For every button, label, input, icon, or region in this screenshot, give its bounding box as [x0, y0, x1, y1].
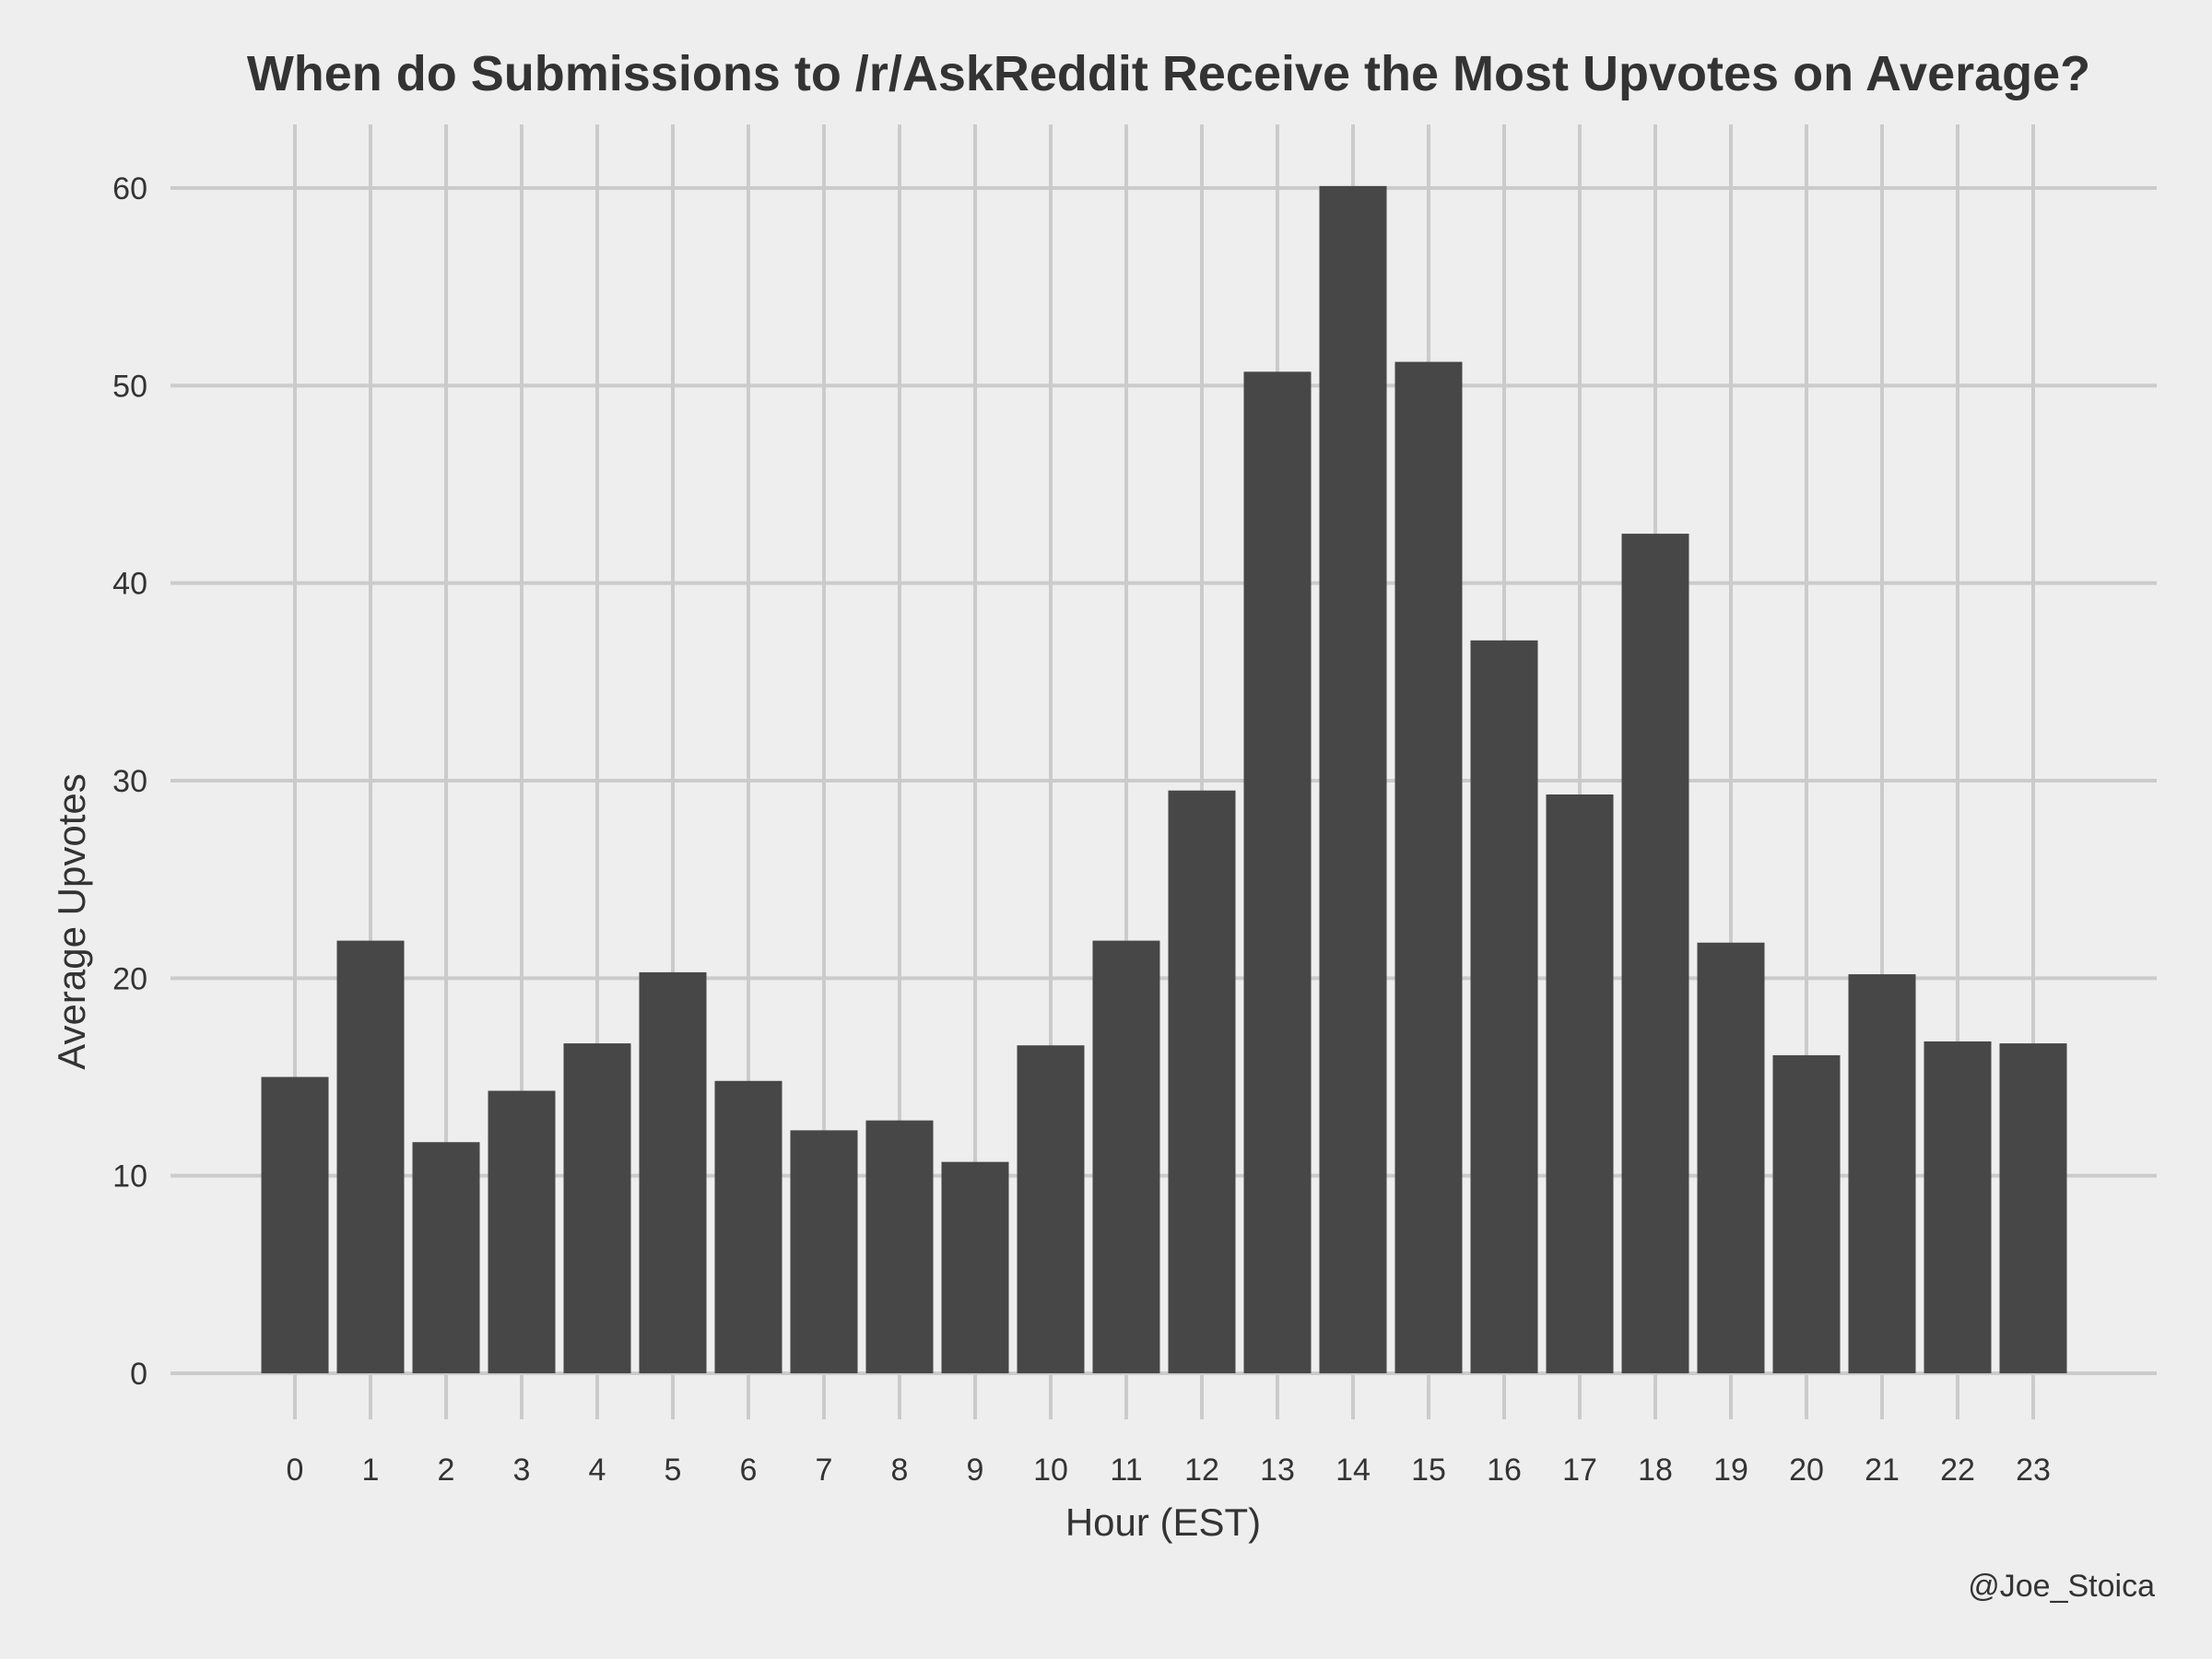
x-axis-label: Hour (EST) — [1065, 1500, 1261, 1544]
x-tick-label: 8 — [891, 1453, 909, 1488]
bar-hour-6 — [714, 1080, 782, 1373]
x-tick-label: 16 — [1487, 1453, 1522, 1488]
x-tick-label: 22 — [1940, 1453, 1975, 1488]
x-tick-label: 1 — [362, 1453, 380, 1488]
x-tick-label: 14 — [1335, 1453, 1371, 1488]
bars — [261, 185, 2067, 1374]
bar-hour-16 — [1470, 640, 1538, 1373]
y-axis-label: Average Upvotes — [50, 773, 93, 1069]
bar-hour-2 — [412, 1142, 480, 1373]
x-tick-label: 6 — [740, 1453, 758, 1488]
x-tick-label: 2 — [438, 1453, 455, 1488]
y-tick-label: 20 — [112, 961, 147, 996]
x-tick-label: 11 — [1110, 1453, 1142, 1488]
x-tick-label: 18 — [1638, 1453, 1673, 1488]
x-axis-ticks: 0 1 2 3 4 5 6 7 8 9 10 11 12 13 14 15 16 17 18 19 20 21 22 23 — [287, 1453, 2051, 1488]
bar-hour-20 — [1772, 1054, 1841, 1373]
bar-hour-7 — [790, 1130, 858, 1373]
x-tick-label: 23 — [2016, 1453, 2051, 1488]
chart-title: When do Submissions to /r/AskReddit Rece… — [247, 46, 2090, 101]
bar-hour-8 — [865, 1120, 934, 1373]
bar-hour-19 — [1697, 942, 1765, 1373]
x-tick-label: 13 — [1260, 1453, 1295, 1488]
x-tick-label: 0 — [287, 1453, 304, 1488]
bar-hour-22 — [1924, 1041, 1992, 1373]
credit-caption: @Joe_Stoica — [1968, 1569, 2155, 1604]
x-tick-label: 17 — [1562, 1453, 1597, 1488]
bar-hour-1 — [336, 940, 405, 1373]
bar-hour-13 — [1243, 371, 1312, 1374]
y-tick-label: 0 — [130, 1357, 147, 1392]
bar-hour-5 — [639, 971, 707, 1373]
x-tick-label: 12 — [1184, 1453, 1219, 1488]
bar-hour-15 — [1394, 361, 1463, 1374]
x-tick-label: 19 — [1713, 1453, 1748, 1488]
y-tick-label: 10 — [112, 1159, 147, 1194]
bar-hour-21 — [1848, 974, 1916, 1373]
bar-hour-12 — [1168, 790, 1236, 1373]
bar-hour-11 — [1092, 940, 1160, 1373]
bar-hour-9 — [941, 1161, 1009, 1373]
bar-hour-17 — [1546, 794, 1614, 1373]
y-tick-label: 60 — [112, 171, 147, 206]
x-tick-label: 7 — [816, 1453, 833, 1488]
y-tick-label: 40 — [112, 567, 147, 602]
x-tick-label: 10 — [1033, 1453, 1068, 1488]
y-tick-label: 50 — [112, 369, 147, 404]
bar-hour-4 — [563, 1043, 631, 1373]
bar-hour-0 — [261, 1077, 329, 1373]
x-tick-label: 9 — [967, 1453, 984, 1488]
x-tick-label: 21 — [1865, 1453, 1900, 1488]
bar-hour-23 — [1999, 1043, 2067, 1373]
bar-hour-3 — [488, 1090, 556, 1373]
bar-hour-14 — [1319, 185, 1387, 1373]
bar-hour-10 — [1017, 1045, 1085, 1373]
y-axis-ticks: 0 10 20 30 40 50 60 — [112, 171, 147, 1392]
bar-hour-18 — [1621, 534, 1689, 1373]
x-tick-label: 3 — [513, 1453, 531, 1488]
x-tick-label: 4 — [589, 1453, 606, 1488]
y-tick-label: 30 — [112, 764, 147, 799]
x-tick-label: 20 — [1789, 1453, 1824, 1488]
x-tick-label: 5 — [665, 1453, 682, 1488]
x-tick-label: 15 — [1411, 1453, 1446, 1488]
